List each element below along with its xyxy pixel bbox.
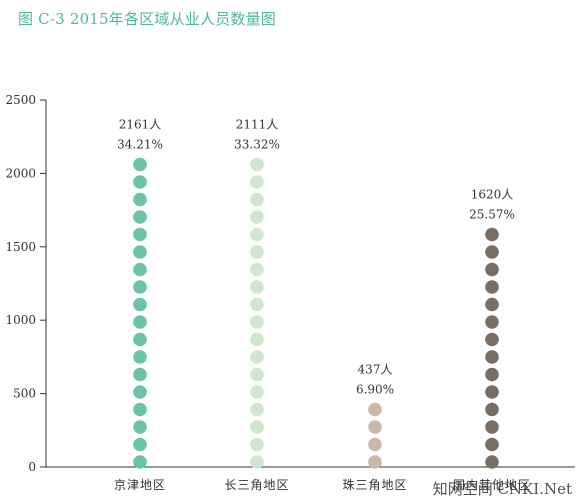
data-dot (133, 385, 147, 399)
data-dot (250, 280, 264, 294)
data-dot (485, 227, 499, 242)
data-dot (133, 175, 147, 189)
data-dot (485, 420, 499, 434)
data-dot (133, 420, 147, 434)
data-dot (133, 262, 147, 277)
data-dot (133, 192, 147, 207)
data-dot (250, 385, 264, 399)
data-dot (133, 245, 147, 259)
data-dot (250, 332, 264, 347)
data-dot (250, 175, 264, 189)
category-label: 珠三角地区 (342, 478, 407, 492)
x-axis-labels: 京津地区 长三角地区 珠三角地区 国内其他地区 (114, 478, 531, 492)
data-dot (250, 157, 264, 172)
data-dot (133, 455, 147, 469)
y-tick-label: 1000 (5, 313, 36, 327)
y-tick-label: 1500 (5, 240, 36, 254)
data-dot (133, 350, 147, 364)
category-label: 长三角地区 (224, 478, 289, 492)
data-dot (485, 245, 499, 259)
count-label: 2111人 (236, 118, 279, 132)
count-label: 2161人 (119, 118, 162, 132)
y-tick-label: 2000 (5, 166, 36, 180)
data-dot (368, 402, 382, 417)
data-dot (485, 297, 499, 312)
data-dot (133, 210, 147, 224)
category-label: 国内其他地区 (453, 478, 531, 492)
data-dot (485, 367, 499, 382)
count-label: 1620人 (471, 188, 514, 202)
axes (45, 100, 575, 468)
data-dot (485, 280, 499, 294)
data-dot (250, 245, 264, 259)
percent-label: 33.32% (234, 138, 280, 152)
data-dot (250, 227, 264, 242)
data-labels: 2161人 34.21% 2111人 33.32% 437人 6.90% 1620人 25.5… (117, 118, 515, 397)
y-tick-label: 0 (28, 460, 36, 474)
data-dot (250, 367, 264, 382)
data-dots (133, 157, 499, 469)
data-dot (485, 315, 499, 329)
y-axis-ticks: 0 500 1000 1500 2000 2500 (5, 93, 46, 474)
data-dot (250, 420, 264, 434)
data-dot (250, 262, 264, 277)
data-dot (133, 437, 147, 452)
data-dot (368, 437, 382, 452)
data-dot (250, 192, 264, 207)
y-tick-label: 500 (13, 387, 36, 401)
data-dot (133, 402, 147, 417)
percent-label: 6.90% (356, 383, 394, 397)
y-tick-label: 2500 (5, 93, 36, 107)
data-dot (133, 297, 147, 312)
data-dot (250, 455, 264, 469)
chart-title: 图 C-3 2015年各区域从业人员数量图 (18, 10, 277, 28)
data-dot (250, 297, 264, 312)
data-dot (485, 455, 499, 469)
data-dot (133, 315, 147, 329)
data-dot (485, 332, 499, 347)
data-dot (250, 210, 264, 224)
data-dot (368, 455, 382, 469)
count-label: 437人 (358, 363, 393, 377)
data-dot (133, 280, 147, 294)
data-dot (485, 262, 499, 277)
data-dot (485, 402, 499, 417)
data-dot (485, 437, 499, 452)
data-dot (485, 385, 499, 399)
data-dot (133, 227, 147, 242)
data-dot (368, 420, 382, 434)
data-dot (485, 350, 499, 364)
data-dot (133, 157, 147, 172)
data-dot (250, 402, 264, 417)
data-dot (250, 437, 264, 452)
percent-label: 25.57% (469, 208, 515, 222)
data-dot (133, 367, 147, 382)
category-label: 京津地区 (114, 478, 166, 492)
watermark: 知网空间 CNKI.Net (433, 480, 572, 498)
data-dot (250, 315, 264, 329)
data-dot (133, 332, 147, 347)
data-dot (250, 350, 264, 364)
percent-label: 34.21% (117, 138, 163, 152)
